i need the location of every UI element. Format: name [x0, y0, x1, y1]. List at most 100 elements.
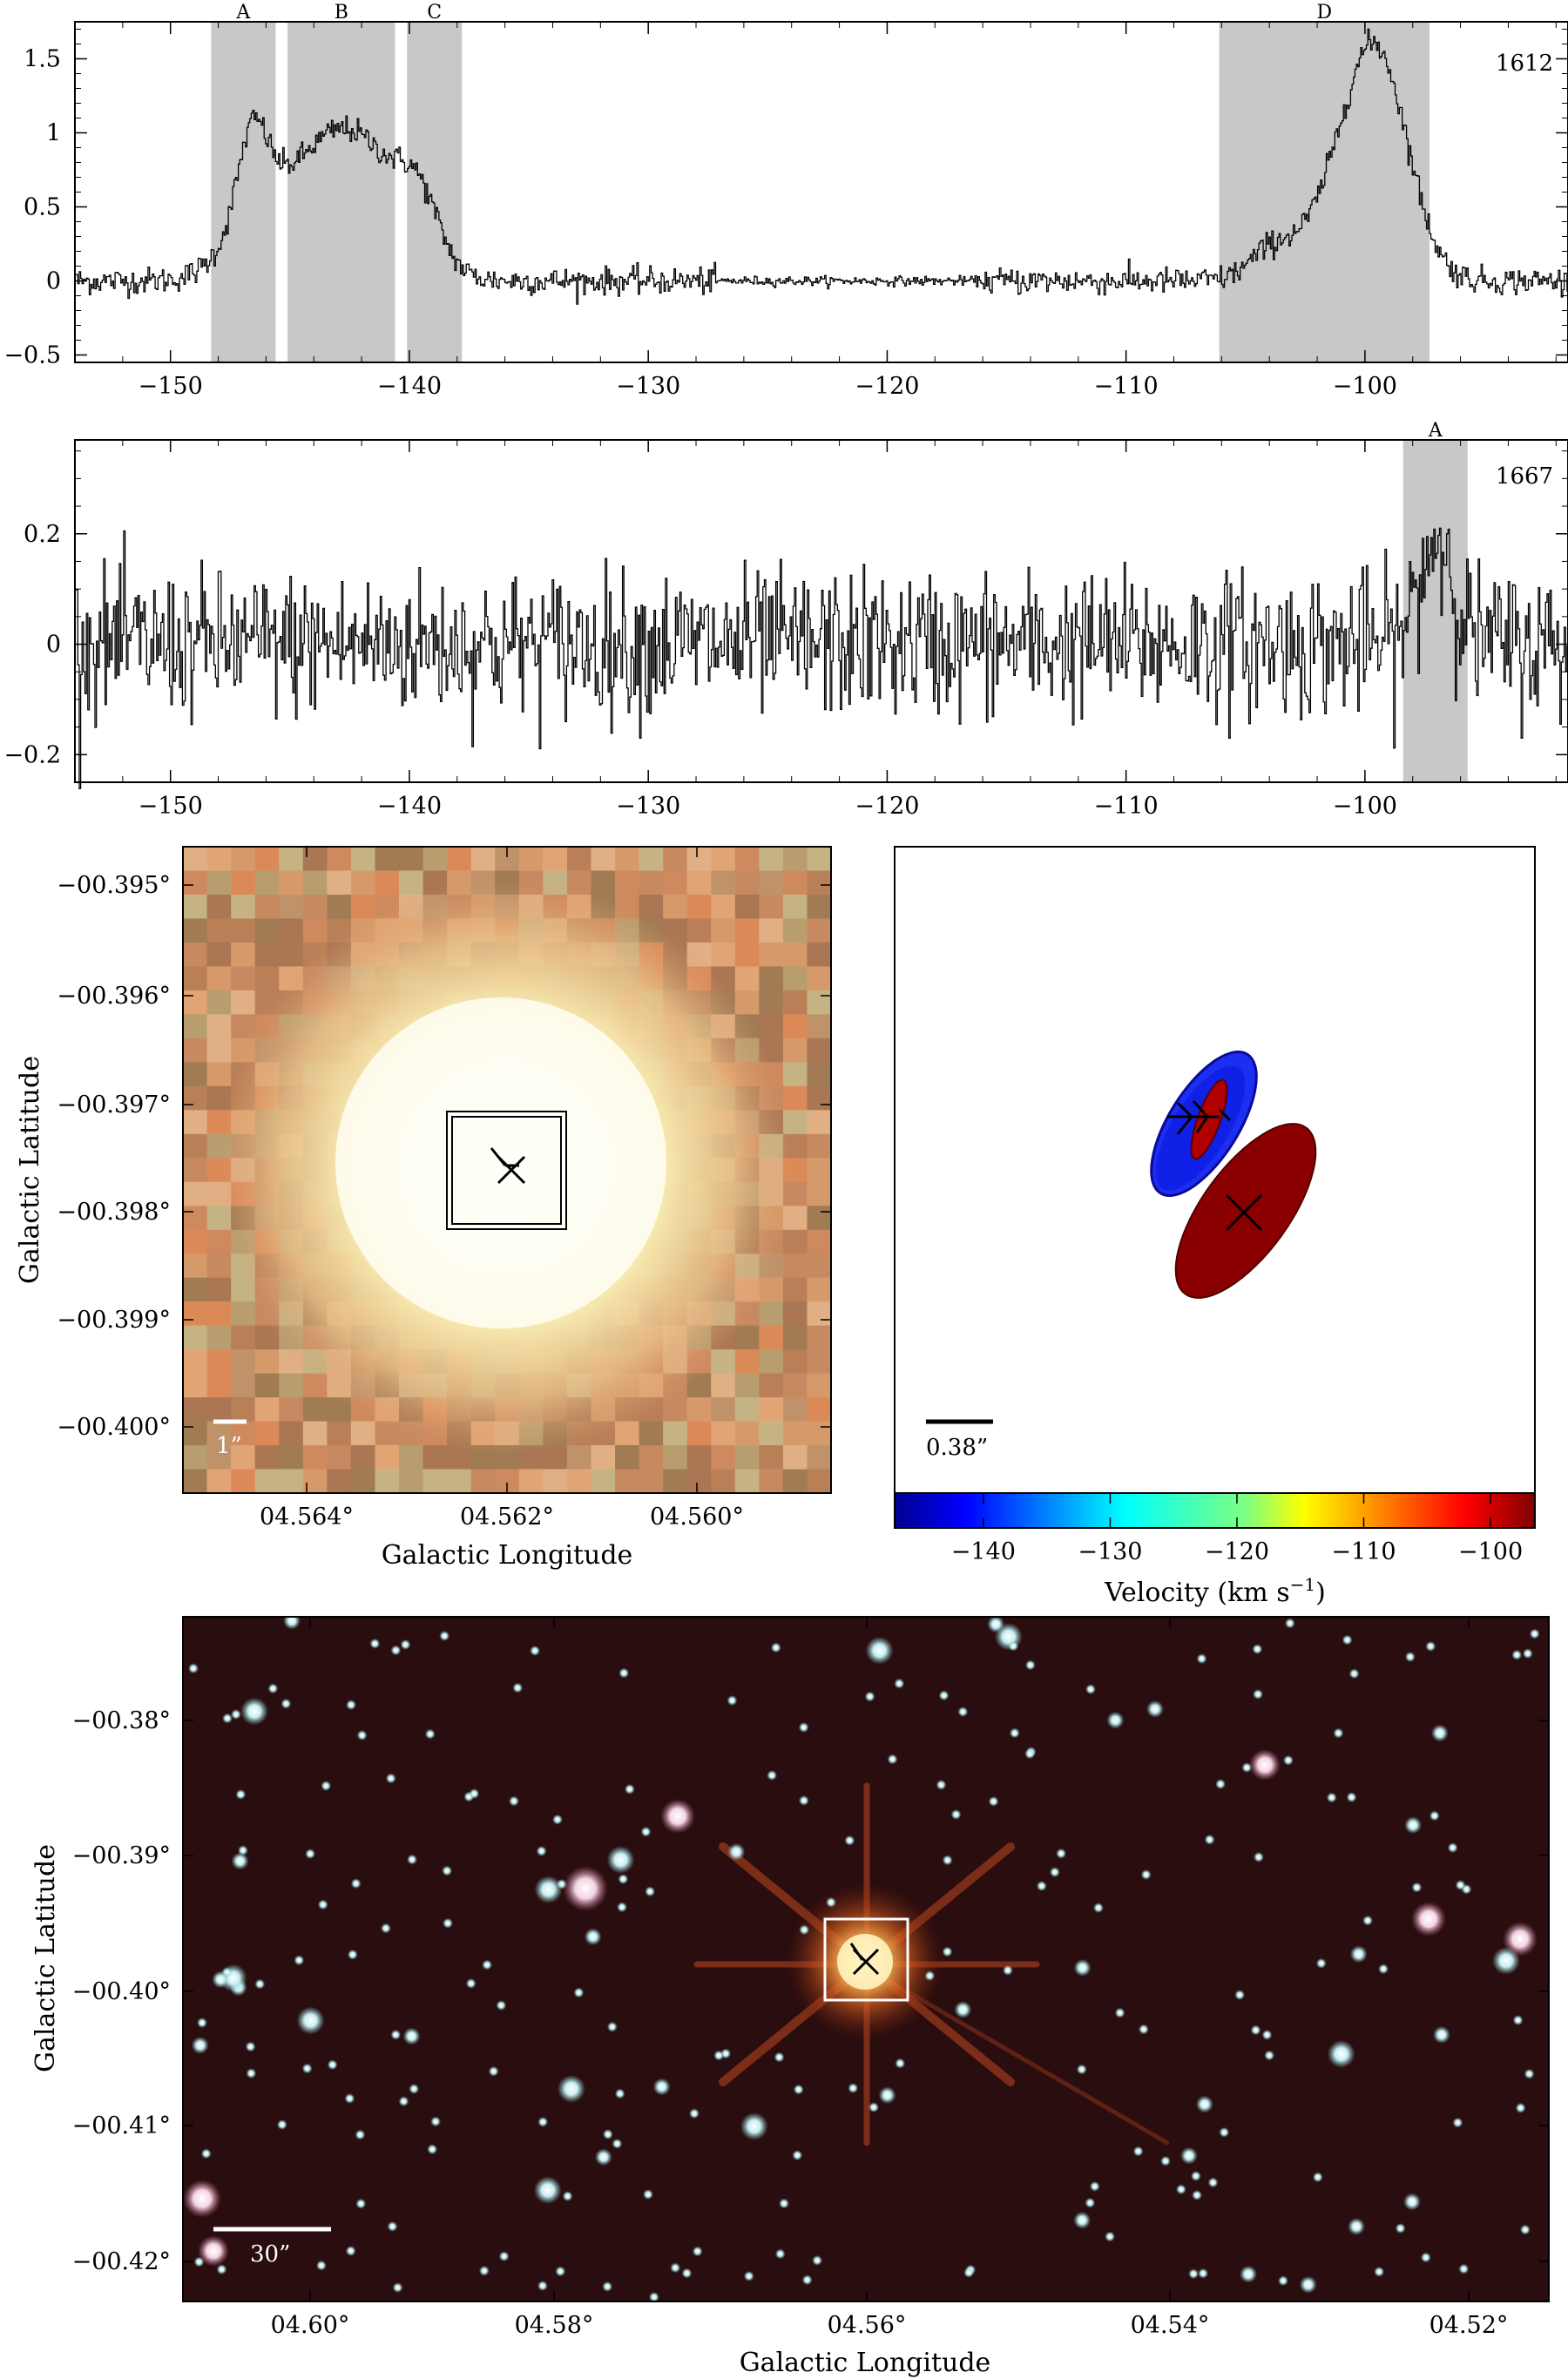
star [648, 2291, 659, 2301]
zoom-cross-markers [490, 1147, 526, 1185]
star [606, 2021, 618, 2032]
star [988, 1795, 999, 1807]
star [1374, 2266, 1385, 2277]
zoom-ylabel: Galactic Latitude [15, 1056, 45, 1284]
star [355, 2198, 367, 2209]
star [536, 1845, 547, 1856]
bright-star [1249, 1749, 1281, 1781]
y-tick-label: −00.400° [57, 1414, 171, 1441]
star [508, 1795, 519, 1807]
star [878, 2086, 896, 2105]
x-tick-label: 04.58° [515, 2312, 594, 2339]
star [1089, 2180, 1100, 2192]
y-tick-label: 0.5 [24, 194, 61, 221]
star [798, 1722, 809, 1734]
star [1515, 2102, 1526, 2113]
colorbar-tick-label: −110 [1331, 1538, 1396, 1565]
star [689, 2108, 700, 2119]
star [246, 2068, 257, 2079]
star [844, 1835, 855, 1846]
colorbar-tick-label: −120 [1205, 1538, 1269, 1565]
star [537, 2281, 548, 2292]
spectrum-line [74, 527, 1568, 789]
star [356, 1730, 368, 1741]
star [1250, 2024, 1261, 2036]
x-tick-label: −140 [377, 373, 442, 400]
star [1299, 2275, 1317, 2294]
wide-scalebar: 30” [213, 2227, 331, 2267]
y-tick-label: 1.5 [24, 46, 61, 73]
star [1085, 2197, 1096, 2208]
star [200, 2148, 212, 2159]
star [1106, 1711, 1125, 1729]
star [1348, 2217, 1366, 2235]
star [640, 1826, 652, 1837]
star [369, 1638, 381, 1649]
x-tick-label: −150 [139, 793, 203, 820]
star [1404, 1816, 1423, 1835]
y-tick-label: −00.397° [57, 1092, 171, 1119]
star [1455, 1880, 1466, 1891]
star [1529, 1628, 1540, 1639]
star [387, 2220, 398, 2232]
star [1349, 1945, 1368, 1963]
bright-star [660, 1799, 695, 1834]
star [573, 1987, 585, 1998]
star [1188, 2268, 1200, 2280]
star [798, 1794, 809, 1806]
star [1447, 1842, 1458, 1854]
spectrum-line [74, 28, 1568, 305]
star [1315, 1957, 1327, 1969]
x-tick-label: 04.52° [1429, 2312, 1509, 2339]
star [642, 2189, 653, 2200]
star [1458, 2263, 1470, 2274]
colorbar-ticks: −140 −130 −120 −110 −100 [951, 1493, 1523, 1565]
x-tick-label: −100 [1333, 373, 1397, 400]
star [767, 1770, 778, 1781]
star [1511, 1649, 1523, 1660]
star [498, 2251, 510, 2262]
x-tick-label: −110 [1094, 373, 1159, 400]
shaded-region-B [287, 22, 395, 362]
region-label: B [335, 2, 348, 24]
y-tick-label: −00.40° [72, 1978, 171, 2005]
star [692, 2246, 703, 2257]
star [240, 1697, 269, 1726]
star [1252, 1644, 1263, 1655]
star [345, 2245, 356, 2256]
star [1429, 1810, 1440, 1821]
star [618, 1874, 629, 1885]
star [942, 1855, 953, 1866]
star [355, 2129, 366, 2140]
star [1342, 1634, 1353, 1646]
bright-star [563, 1866, 608, 1911]
star [327, 2059, 338, 2071]
shaded-region-C [407, 22, 463, 362]
region-label: A [1428, 420, 1443, 442]
star [612, 2138, 623, 2149]
star [555, 2266, 566, 2277]
star [488, 2065, 499, 2077]
star [1346, 1792, 1357, 1803]
star [1207, 2177, 1219, 2188]
star [799, 1924, 810, 1936]
star [231, 1852, 249, 1870]
star [296, 2006, 325, 2035]
star [1073, 1958, 1092, 1977]
star [1452, 2117, 1463, 2128]
star [392, 2282, 403, 2294]
star [187, 1663, 199, 1674]
star [1312, 2172, 1323, 2183]
star [1024, 1659, 1036, 1671]
wide-cross-marker [849, 1943, 880, 1976]
star [1253, 1688, 1264, 1700]
y-tick-label: −0.5 [3, 342, 61, 369]
star [1196, 1653, 1207, 1665]
star [1395, 2222, 1406, 2234]
star [390, 2029, 402, 2040]
star [469, 1788, 480, 1800]
star [1076, 2064, 1087, 2075]
star [344, 2092, 355, 2104]
star [617, 1902, 628, 1913]
